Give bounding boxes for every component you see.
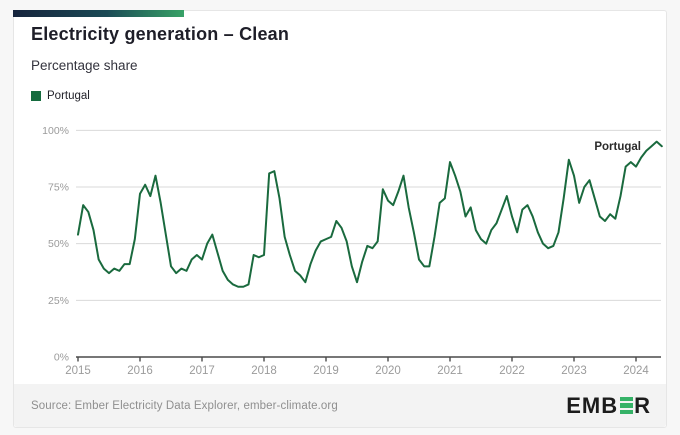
svg-text:75%: 75% (48, 181, 69, 193)
line-chart: 0% 25% 50% 75% 100% 2015 2016 2017 2018 2019 2020 2… (14, 11, 668, 429)
legend: Portugal (31, 90, 90, 102)
logo-text-left: EMB (566, 392, 619, 418)
brand-gradient-bar (13, 10, 184, 17)
chart-subtitle: Percentage share (31, 58, 138, 73)
logo-text-right: R (634, 392, 651, 418)
logo-e-bars-icon (619, 396, 633, 415)
legend-label-portugal: Portugal (47, 90, 90, 102)
svg-text:2021: 2021 (437, 365, 463, 377)
svg-text:2019: 2019 (313, 365, 339, 377)
svg-text:2016: 2016 (127, 365, 153, 377)
legend-swatch-portugal (31, 91, 41, 101)
svg-text:2022: 2022 (499, 365, 525, 377)
svg-text:100%: 100% (42, 125, 69, 137)
svg-text:0%: 0% (54, 352, 69, 364)
svg-text:2024: 2024 (623, 365, 649, 377)
ember-logo: EMB R (566, 392, 651, 418)
svg-text:50%: 50% (48, 238, 69, 250)
footer: Source: Ember Electricity Data Explorer,… (14, 384, 666, 427)
svg-text:2015: 2015 (65, 365, 91, 377)
page-title: Electricity generation – Clean (31, 24, 290, 44)
svg-text:2017: 2017 (189, 365, 215, 377)
source-text: Source: Ember Electricity Data Explorer,… (31, 399, 338, 412)
svg-text:2023: 2023 (561, 365, 587, 377)
svg-text:Portugal: Portugal (594, 141, 641, 153)
svg-text:25%: 25% (48, 295, 69, 307)
chart-card: Electricity generation – Clean Percentag… (13, 10, 667, 428)
svg-text:2018: 2018 (251, 365, 277, 377)
chart-canvas: 0% 25% 50% 75% 100% 2015 2016 2017 2018 2019 2020 2… (42, 125, 663, 377)
svg-text:2020: 2020 (375, 365, 401, 377)
